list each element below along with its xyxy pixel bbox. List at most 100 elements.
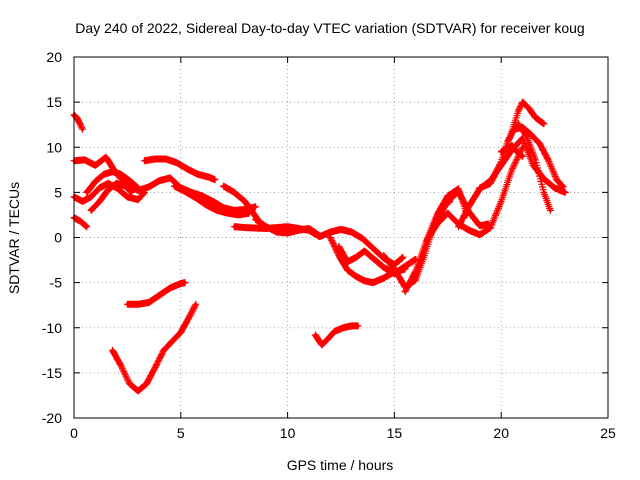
series-track-8 <box>170 182 253 219</box>
y-tick-label: -5 <box>50 275 63 291</box>
data-point <box>78 219 83 223</box>
data-point <box>510 168 514 172</box>
data-point <box>157 179 162 183</box>
y-tick-labels: -20 -15 -10 -5 0 5 10 15 20 <box>42 49 62 426</box>
data-point <box>215 208 219 213</box>
series-track-4 <box>70 214 91 231</box>
data-point <box>525 134 529 139</box>
data-point <box>147 300 151 305</box>
data-point <box>275 230 279 234</box>
data-point <box>106 181 110 185</box>
data-point <box>75 116 79 120</box>
data-point <box>529 133 533 137</box>
data-point <box>313 333 317 337</box>
data-point <box>345 268 350 272</box>
data-point <box>435 222 439 226</box>
data-point <box>392 267 396 271</box>
data-point <box>488 225 493 230</box>
data-point <box>350 230 354 234</box>
data-point <box>486 222 490 226</box>
data-point <box>516 122 520 126</box>
series-track-19 <box>476 123 567 192</box>
data-point <box>93 179 97 184</box>
data-point <box>123 184 127 188</box>
data-point <box>142 159 147 163</box>
data-point <box>499 160 503 164</box>
data-point <box>253 217 258 222</box>
data-point <box>130 190 134 194</box>
data-point <box>104 155 108 159</box>
axis-ticks <box>73 56 609 419</box>
data-point <box>563 190 567 194</box>
data-point <box>328 235 332 240</box>
data-point <box>520 100 525 104</box>
data-point <box>510 143 514 148</box>
y-tick-label: 10 <box>46 139 62 155</box>
data-point <box>499 199 503 203</box>
data-point <box>354 255 358 259</box>
data-point <box>414 257 418 261</box>
data-point <box>145 382 149 386</box>
series-track-6 <box>83 168 142 196</box>
data-point <box>98 186 102 190</box>
data-point <box>286 231 290 235</box>
series-track-25 <box>311 322 362 349</box>
data-marker-track <box>141 155 219 184</box>
data-point <box>204 203 209 207</box>
data-point <box>179 330 183 334</box>
data-point <box>89 208 93 213</box>
data-points <box>70 98 569 395</box>
data-point <box>371 281 375 285</box>
data-point <box>332 329 337 333</box>
y-tick-label: 5 <box>54 184 62 200</box>
data-point <box>542 190 546 194</box>
y-axis-label: SDTVAR / TECUs <box>6 182 22 294</box>
data-point <box>553 186 557 190</box>
data-point <box>350 324 354 328</box>
data-point <box>520 154 525 158</box>
data-point <box>249 208 253 213</box>
x-tick-label: 5 <box>177 425 185 441</box>
chart-title: Day 240 of 2022, Sidereal Day-to-day VTE… <box>75 20 584 36</box>
data-point <box>337 244 341 249</box>
x-axis-label: GPS time / hours <box>287 457 394 473</box>
data-point <box>516 109 520 113</box>
data-point <box>478 224 482 228</box>
data-point <box>320 343 324 347</box>
data-point <box>414 269 418 273</box>
data-point <box>153 365 157 370</box>
grid-lines <box>74 57 608 418</box>
series-track-1 <box>70 111 86 133</box>
data-point <box>185 167 189 171</box>
data-point <box>339 227 343 231</box>
data-point <box>318 234 322 238</box>
data-point <box>194 302 198 306</box>
series-track-7 <box>141 155 219 184</box>
data-point <box>456 225 461 229</box>
data-point <box>446 211 450 215</box>
data-point <box>362 279 367 283</box>
series-track-23 <box>123 279 189 308</box>
x-tick-label: 25 <box>600 425 616 441</box>
data-point <box>83 158 87 162</box>
data-point <box>85 225 89 229</box>
y-tick-label: -20 <box>42 410 62 426</box>
data-point <box>200 194 204 198</box>
data-point <box>164 157 168 161</box>
data-point <box>110 348 115 352</box>
data-point <box>157 293 162 297</box>
data-point <box>533 158 537 162</box>
data-marker-track <box>123 279 189 308</box>
data-point <box>296 228 300 232</box>
data-point <box>542 177 546 181</box>
x-tick-label: 20 <box>493 425 509 441</box>
data-point <box>170 339 174 343</box>
data-point <box>213 178 217 182</box>
data-point <box>371 256 375 260</box>
data-point <box>478 233 482 237</box>
data-point <box>345 260 350 264</box>
data-point <box>119 364 123 368</box>
series-track-16 <box>422 143 527 245</box>
y-tick-label: -10 <box>42 320 62 336</box>
series-track-21 <box>514 120 554 214</box>
